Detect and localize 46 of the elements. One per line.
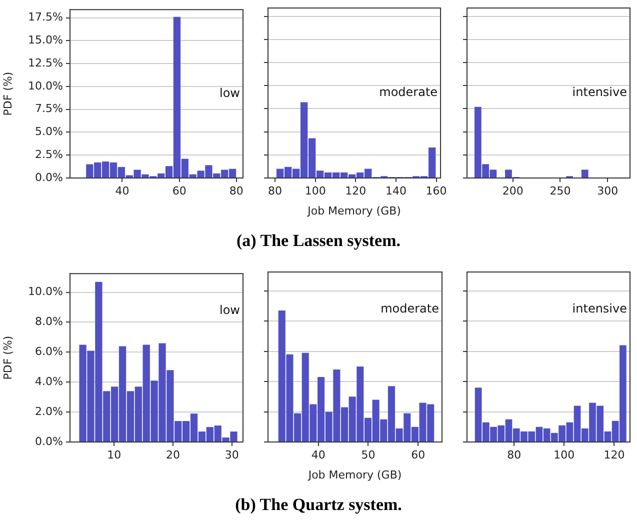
annotation: intensive — [572, 85, 627, 100]
x-tick-label: 200 — [502, 184, 524, 198]
text: (a) The Lassen system. — [236, 231, 401, 251]
y-tick-label: 2.5% — [35, 148, 63, 161]
x-tick-label: 120 — [345, 184, 366, 198]
x-tick-label: 80 — [229, 184, 244, 198]
y-tick-label: 2.0% — [35, 404, 63, 418]
y-axis-title: PDF (%) — [1, 336, 14, 380]
annotation: moderate — [379, 85, 438, 100]
y-axis-title: PDF (%) — [1, 72, 14, 116]
x-tick-label: 120 — [604, 448, 625, 462]
x-axis-title: Job Memory (GB) — [307, 468, 402, 482]
y-tick-label: 10.0% — [28, 79, 63, 92]
y-tick-label: 5.0% — [35, 125, 63, 138]
x-tick-label: 160 — [426, 184, 447, 198]
y-tick-label: 0.0% — [35, 434, 63, 448]
y-tick-label: 0.0% — [35, 170, 63, 184]
x-axis-title: Job Memory (GB) — [306, 204, 401, 218]
x-tick-label: 80 — [268, 184, 282, 198]
x-tick-label: 60 — [411, 448, 426, 462]
y-tick-label: 12.5% — [28, 56, 63, 70]
annotation: low — [220, 302, 240, 317]
y-tick-label: 7.5% — [35, 102, 63, 116]
x-tick-label: 100 — [304, 184, 326, 198]
annotation: low — [220, 86, 240, 100]
x-tick-label: 60 — [172, 184, 186, 198]
x-tick-label: 100 — [554, 448, 575, 462]
y-tick-label: 17.5% — [28, 10, 63, 24]
x-tick-label: 40 — [115, 184, 130, 198]
x-tick-label: 140 — [385, 184, 406, 198]
annotation: intensive — [572, 302, 627, 316]
x-tick-label: 40 — [311, 448, 326, 462]
y-tick-label: 4.0% — [35, 374, 63, 388]
y-tick-label: 8.0% — [35, 315, 63, 328]
x-tick-label: 10 — [107, 448, 122, 462]
x-tick-label: 250 — [550, 184, 571, 198]
x-tick-label: 300 — [597, 184, 618, 198]
annotation: moderate — [380, 302, 439, 316]
y-tick-label: 6.0% — [35, 345, 63, 358]
text: (b) The Quartz system. — [235, 495, 402, 515]
x-tick-label: 80 — [507, 448, 522, 462]
x-tick-label: 50 — [361, 448, 376, 462]
y-tick-label: 15.0% — [28, 34, 63, 47]
x-tick-label: 30 — [224, 448, 239, 462]
y-tick-label: 10.0% — [28, 285, 63, 298]
x-tick-label: 20 — [166, 448, 180, 462]
